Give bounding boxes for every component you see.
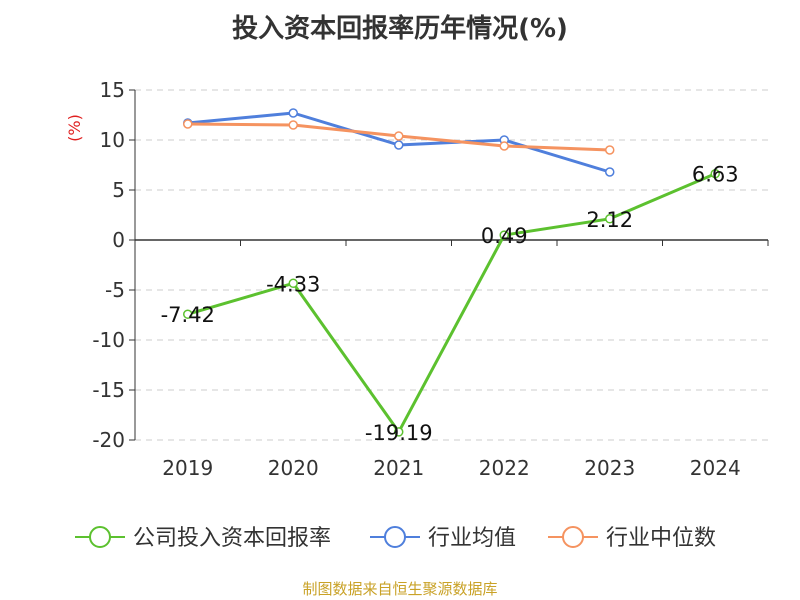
- data-point: [288, 278, 298, 289]
- y-tick-label: 15: [100, 78, 125, 102]
- data-point: [499, 141, 509, 151]
- legend-marker-circle: [384, 526, 406, 548]
- data-point: [183, 119, 193, 129]
- y-tick-label: -10: [92, 328, 125, 352]
- data-point: [394, 131, 404, 141]
- y-tick-label: -20: [92, 428, 125, 452]
- data-point: [288, 120, 298, 130]
- x-tick-label: 2022: [479, 456, 530, 480]
- data-label-layer: -7.42 -4.33 -19.19 0.49 2.12 6.63: [161, 163, 739, 445]
- data-label: -19.19: [365, 421, 433, 445]
- chart-title: 投入资本回报率历年情况(%): [232, 14, 568, 44]
- data-point: [605, 167, 615, 177]
- legend-item-label: 行业均值: [428, 526, 516, 551]
- data-point: [394, 427, 404, 437]
- x-tick-label: 2019: [162, 456, 213, 480]
- data-point: [499, 230, 509, 240]
- legend: 公司投入资本回报率 行业均值 行业中位数: [75, 526, 716, 551]
- y-tick-label: 5: [112, 178, 125, 202]
- legend-marker-circle: [562, 526, 584, 548]
- y-tick-label: -5: [105, 278, 125, 302]
- data-point: [605, 214, 615, 224]
- series-line: [187, 172, 716, 434]
- data-label: -7.42: [161, 303, 215, 327]
- data-label: 6.63: [692, 163, 739, 187]
- x-tick-label: 2020: [268, 456, 319, 480]
- data-label: -4.33: [266, 272, 320, 296]
- x-tick-label: 2024: [690, 456, 741, 480]
- x-tick-label: 2021: [373, 456, 424, 480]
- legend-marker-circle: [89, 526, 111, 548]
- data-label: 0.49: [481, 224, 528, 248]
- data-point: [605, 145, 615, 155]
- y-tick-label: 0: [112, 228, 125, 252]
- legend-item-label: 公司投入资本回报率: [133, 526, 331, 551]
- data-point: [288, 108, 298, 118]
- axis-layer: 15 10 5 0 -5 -10 -15 -20 2019 2020 2021 2022 2023 202…: [92, 78, 769, 480]
- data-point: [394, 140, 404, 150]
- data-point: [183, 309, 193, 319]
- source-note: 制图数据来自恒生聚源数据库: [302, 580, 498, 598]
- y-axis-unit-label: (%): [65, 114, 84, 142]
- data-point: [710, 168, 720, 179]
- series-layer: [183, 108, 720, 437]
- y-tick-label: 10: [100, 128, 125, 152]
- x-tick-label: 2023: [584, 456, 635, 480]
- legend-item-label: 行业中位数: [606, 526, 716, 551]
- y-tick-label: -15: [92, 378, 125, 402]
- data-label: 2.12: [586, 208, 633, 232]
